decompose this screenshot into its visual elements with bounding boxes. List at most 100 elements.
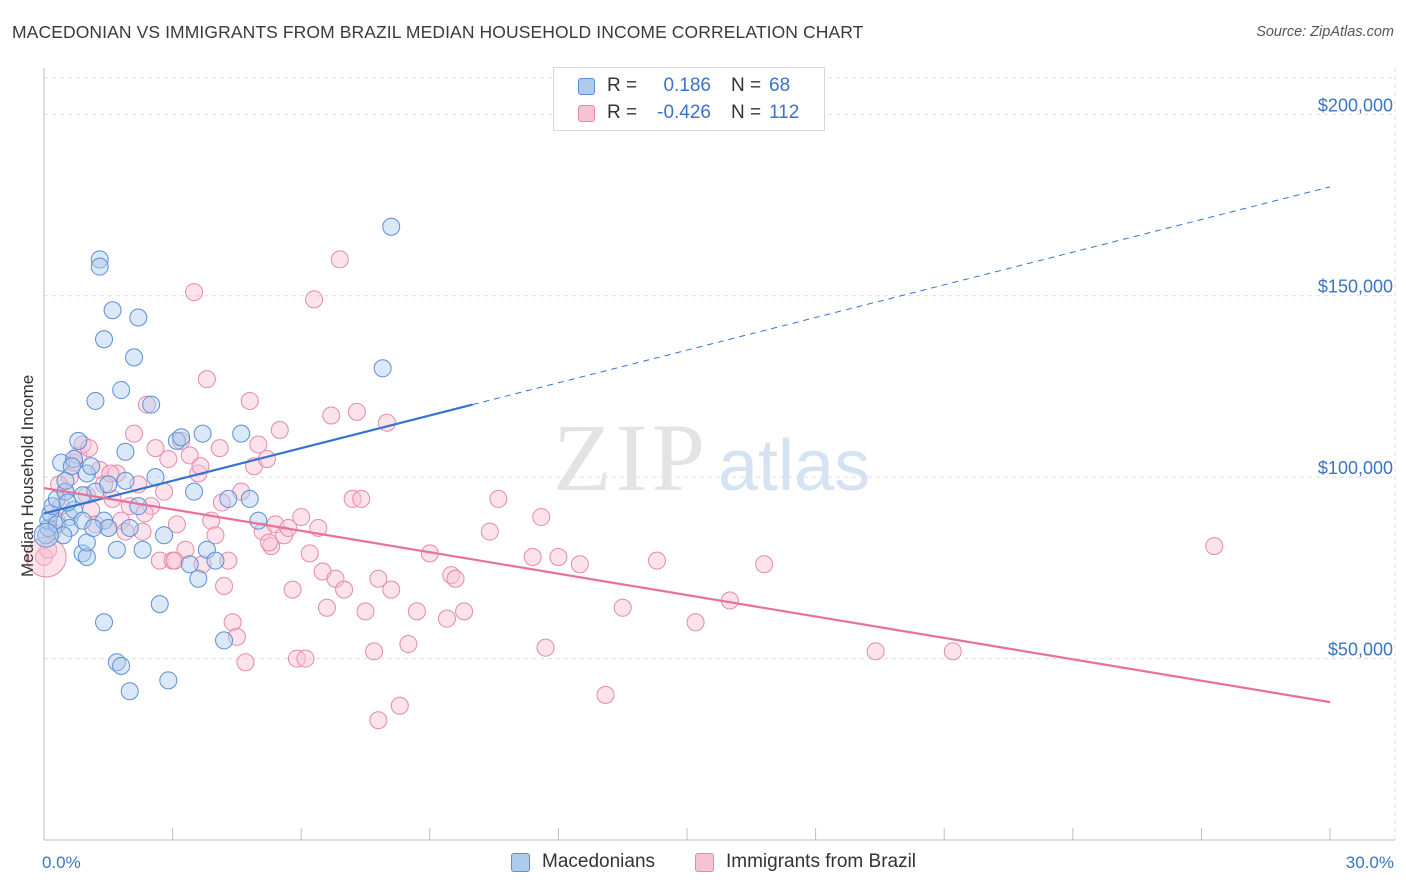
trend-lines bbox=[43, 186, 1331, 704]
data-point bbox=[25, 536, 67, 578]
correlation-legend: R = 0.186 N = 68 R = -0.426 N = 112 bbox=[553, 67, 825, 131]
data-point bbox=[165, 551, 184, 570]
data-point bbox=[215, 631, 234, 650]
data-point bbox=[54, 526, 73, 545]
series-macedonians bbox=[33, 217, 401, 701]
data-point bbox=[180, 555, 199, 574]
data-point bbox=[215, 577, 234, 595]
data-point bbox=[382, 217, 401, 236]
data-point bbox=[570, 555, 589, 574]
data-point bbox=[686, 613, 705, 632]
data-point bbox=[219, 551, 238, 570]
legend-item-brazil[interactable]: Immigrants from Brazil bbox=[695, 851, 916, 873]
data-point bbox=[296, 649, 315, 668]
data-point bbox=[347, 402, 366, 421]
data-point bbox=[373, 359, 392, 378]
data-point bbox=[283, 580, 302, 599]
watermark: ZIP atlas bbox=[553, 404, 870, 511]
data-point bbox=[90, 257, 109, 276]
data-point bbox=[73, 511, 92, 530]
legend-swatch-pink bbox=[695, 852, 714, 872]
data-point bbox=[62, 457, 81, 476]
data-point bbox=[95, 613, 114, 632]
watermark-zip: ZIP bbox=[553, 404, 709, 511]
r-label: R = bbox=[607, 75, 638, 96]
y-axis-label: Median Household Income bbox=[18, 374, 37, 577]
data-point bbox=[300, 544, 319, 563]
data-point bbox=[523, 547, 542, 566]
data-point bbox=[185, 482, 204, 501]
data-point bbox=[180, 446, 199, 465]
data-point bbox=[167, 515, 186, 534]
data-point bbox=[142, 395, 161, 414]
n-value: 68 bbox=[769, 75, 791, 96]
data-point bbox=[446, 569, 465, 588]
data-point bbox=[223, 613, 242, 632]
data-point bbox=[120, 682, 139, 701]
data-point bbox=[125, 348, 144, 367]
data-point bbox=[101, 464, 120, 483]
data-point bbox=[197, 370, 216, 389]
data-point bbox=[437, 609, 456, 628]
legend-item-macedonians[interactable]: Macedonians bbox=[511, 851, 655, 873]
data-point bbox=[90, 250, 109, 269]
data-point bbox=[317, 598, 336, 617]
data-point bbox=[240, 391, 259, 410]
data-point bbox=[193, 424, 212, 443]
data-point bbox=[613, 598, 632, 617]
data-point bbox=[219, 489, 238, 508]
data-point bbox=[249, 435, 268, 454]
data-point bbox=[185, 283, 204, 302]
data-point bbox=[176, 540, 195, 559]
data-point bbox=[532, 508, 551, 527]
data-point bbox=[120, 518, 139, 537]
data-point bbox=[206, 551, 225, 570]
data-point bbox=[755, 555, 774, 574]
data-point bbox=[647, 551, 666, 570]
chart-title: MACEDONIAN VS IMMIGRANTS FROM BRAZIL MED… bbox=[12, 22, 864, 42]
n-label: N = bbox=[731, 75, 762, 96]
legend-swatch-blue bbox=[511, 852, 530, 872]
data-point bbox=[866, 642, 885, 661]
legend-row-macedonians: R = 0.186 N = 68 bbox=[578, 75, 790, 97]
y-tick-label: $150,000 bbox=[1318, 277, 1393, 297]
data-point bbox=[489, 489, 508, 508]
data-point bbox=[125, 424, 144, 443]
data-point bbox=[86, 391, 105, 410]
data-point bbox=[155, 526, 174, 545]
data-point bbox=[549, 547, 568, 566]
data-point bbox=[129, 497, 148, 516]
data-point bbox=[390, 696, 409, 715]
source-label: Source: ZipAtlas.com bbox=[1256, 24, 1394, 40]
y-tick-label: $100,000 bbox=[1318, 458, 1393, 478]
legend-label: Immigrants from Brazil bbox=[726, 851, 917, 872]
data-point bbox=[146, 439, 165, 458]
data-point bbox=[407, 602, 426, 621]
data-point bbox=[335, 580, 354, 599]
data-point bbox=[112, 381, 131, 400]
data-point bbox=[399, 635, 418, 654]
legend-label: Macedonians bbox=[542, 851, 656, 872]
data-point bbox=[206, 526, 225, 545]
data-point bbox=[84, 518, 103, 537]
n-label: N = bbox=[731, 102, 762, 123]
data-point bbox=[112, 656, 131, 675]
data-point bbox=[80, 439, 99, 458]
watermark-atlas: atlas bbox=[718, 426, 870, 506]
data-point bbox=[236, 653, 255, 672]
legend-swatch-blue bbox=[578, 77, 595, 95]
data-point bbox=[1205, 537, 1224, 556]
data-point bbox=[352, 489, 371, 508]
data-point bbox=[249, 511, 268, 530]
data-point bbox=[536, 638, 555, 657]
data-point bbox=[77, 547, 96, 566]
data-point bbox=[365, 642, 384, 661]
x-axis bbox=[43, 68, 1395, 841]
data-point bbox=[369, 711, 388, 730]
data-point bbox=[33, 522, 59, 548]
data-point bbox=[596, 685, 615, 704]
r-value: 0.186 bbox=[663, 75, 711, 96]
data-point bbox=[270, 420, 289, 439]
data-point bbox=[356, 602, 375, 621]
